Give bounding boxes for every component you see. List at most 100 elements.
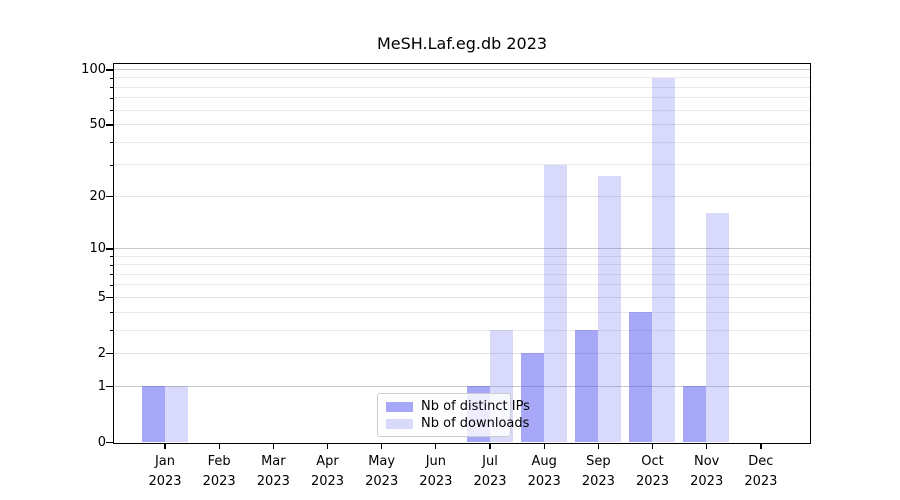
month-label: Mar bbox=[261, 454, 286, 469]
year-label: 2023 bbox=[202, 473, 236, 489]
legend-label: Nb of distinct IPs bbox=[421, 399, 530, 414]
y-tick-label: 10 bbox=[89, 240, 106, 256]
y-tick-mark bbox=[106, 441, 113, 444]
x-tick-label: Nov 2023 bbox=[672, 452, 742, 491]
x-tick-mark bbox=[706, 444, 708, 449]
x-tick-label: May 2023 bbox=[347, 452, 417, 491]
x-tick-mark bbox=[164, 444, 166, 449]
bar-downloads bbox=[652, 77, 676, 442]
y-tick-mark bbox=[106, 196, 113, 198]
minor-gridline bbox=[114, 109, 810, 111]
legend: Nb of distinct IPs Nb of downloads bbox=[377, 393, 530, 437]
y-minor-tick-mark bbox=[109, 312, 113, 314]
minor-gridline bbox=[114, 329, 810, 331]
bar-downloads bbox=[706, 213, 730, 442]
y-minor-tick-mark bbox=[109, 97, 113, 99]
month-label: Apr bbox=[316, 454, 339, 469]
year-label: 2023 bbox=[310, 473, 345, 489]
y-tick-label: 2 bbox=[97, 345, 106, 361]
y-tick-label: 100 bbox=[81, 61, 106, 77]
minor-gridline bbox=[114, 311, 810, 313]
y-tick-mark bbox=[106, 248, 113, 250]
x-tick-label: Jan 2023 bbox=[130, 452, 200, 491]
x-tick-mark bbox=[326, 444, 329, 449]
year-label: 2023 bbox=[635, 473, 670, 489]
x-tick-mark bbox=[651, 444, 654, 449]
x-tick-mark bbox=[381, 444, 383, 449]
major-gridline bbox=[114, 68, 810, 70]
legend-label: Nb of downloads bbox=[421, 416, 530, 431]
y-minor-tick-mark bbox=[109, 274, 113, 276]
year-label: 2023 bbox=[365, 473, 399, 489]
major-gridline bbox=[114, 385, 810, 387]
plot-area: Nb of distinct IPs Nb of downloads bbox=[113, 63, 811, 444]
x-tick-mark bbox=[435, 444, 437, 449]
month-label: May bbox=[368, 454, 396, 469]
x-tick-label: Oct 2023 bbox=[618, 452, 688, 491]
y-tick-label: 1 bbox=[97, 378, 106, 394]
x-tick-label: Apr 2023 bbox=[293, 452, 363, 491]
minor-gridline bbox=[114, 264, 810, 266]
y-tick-label: 0 bbox=[97, 434, 106, 450]
y-minor-tick-mark bbox=[109, 164, 113, 166]
month-label: Jan bbox=[154, 454, 176, 469]
bar-distinct-ips bbox=[520, 353, 544, 442]
year-label: 2023 bbox=[690, 473, 724, 489]
bar-downloads bbox=[597, 175, 621, 442]
y-minor-tick-mark bbox=[109, 264, 113, 266]
x-tick-mark bbox=[597, 444, 599, 449]
y-minor-tick-mark bbox=[109, 87, 113, 89]
month-label: Jul bbox=[482, 454, 498, 469]
year-label: 2023 bbox=[581, 473, 615, 489]
x-tick-mark bbox=[760, 444, 762, 449]
y-minor-tick-mark bbox=[109, 330, 113, 332]
y-minor-tick-mark bbox=[109, 77, 113, 79]
month-label: Sep bbox=[586, 454, 611, 469]
year-label: 2023 bbox=[148, 473, 182, 489]
bar-downloads bbox=[164, 386, 188, 442]
month-label: Aug bbox=[531, 454, 557, 469]
x-tick-mark bbox=[543, 444, 545, 449]
legend-swatch-icon bbox=[386, 401, 413, 412]
month-label: Jun bbox=[425, 454, 446, 469]
legend-swatch-icon bbox=[386, 418, 413, 429]
month-label: Oct bbox=[641, 454, 664, 469]
minor-gridline bbox=[114, 97, 810, 99]
x-tick-label: Feb 2023 bbox=[184, 452, 254, 491]
y-minor-tick-mark bbox=[109, 110, 113, 112]
x-tick-label: Jul 2023 bbox=[455, 452, 525, 491]
year-label: 2023 bbox=[473, 473, 507, 489]
x-tick-label: Jun 2023 bbox=[401, 452, 471, 491]
year-label: 2023 bbox=[744, 473, 778, 489]
bar-downloads bbox=[543, 164, 567, 442]
y-tick-mark bbox=[106, 124, 113, 126]
year-label: 2023 bbox=[527, 473, 561, 489]
major-gridline bbox=[114, 124, 810, 126]
year-label: 2023 bbox=[256, 473, 290, 489]
y-tick-mark bbox=[106, 353, 113, 355]
minor-gridline bbox=[114, 77, 810, 79]
y-tick-mark bbox=[106, 385, 113, 388]
x-tick-label: Sep 2023 bbox=[563, 452, 633, 491]
y-tick-label: 5 bbox=[97, 289, 106, 305]
x-tick-mark bbox=[272, 444, 274, 449]
minor-gridline bbox=[114, 141, 810, 143]
y-tick-mark bbox=[106, 69, 113, 71]
major-gridline bbox=[114, 247, 810, 249]
month-label: Dec bbox=[748, 454, 774, 469]
major-gridline bbox=[114, 195, 810, 197]
minor-gridline bbox=[114, 86, 810, 88]
bar-distinct-ips bbox=[629, 312, 653, 442]
month-label: Nov bbox=[694, 454, 720, 469]
y-tick-label: 50 bbox=[89, 117, 106, 133]
y-tick-mark bbox=[106, 297, 113, 299]
legend-row: Nb of downloads bbox=[386, 417, 529, 430]
x-tick-mark bbox=[218, 444, 220, 449]
y-minor-tick-mark bbox=[109, 142, 113, 144]
bar-distinct-ips bbox=[683, 386, 707, 442]
month-label: Feb bbox=[207, 454, 231, 469]
chart-title: MeSH.Laf.eg.db 2023 bbox=[376, 34, 548, 53]
minor-gridline bbox=[114, 273, 810, 275]
y-tick-label: 20 bbox=[89, 188, 106, 204]
year-label: 2023 bbox=[419, 473, 453, 489]
